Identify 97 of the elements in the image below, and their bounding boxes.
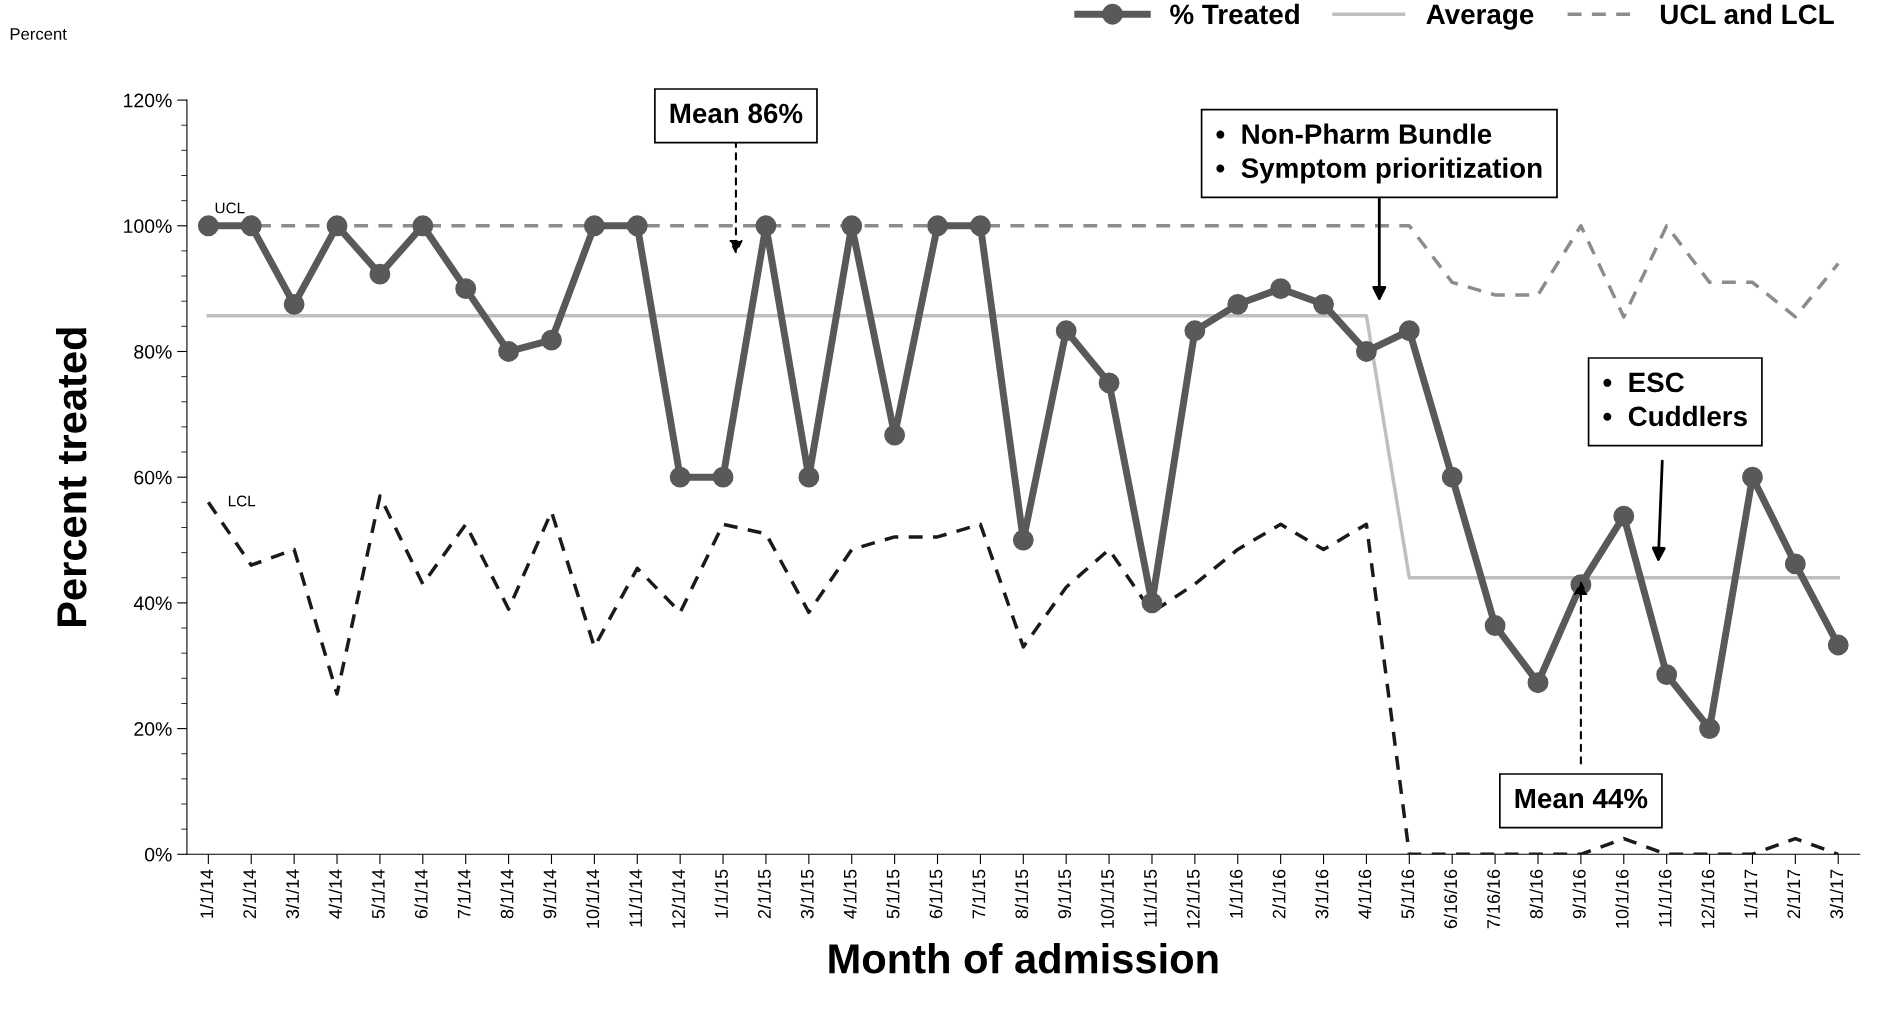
point <box>927 215 948 237</box>
x-tick-label: 9/1/14 <box>543 869 557 919</box>
point <box>1527 672 1549 694</box>
point <box>455 278 477 300</box>
legend-label: Average <box>1426 4 1534 30</box>
x-tick-label: 4/1/15 <box>843 869 857 919</box>
x-tick-label: 2/1/16 <box>1272 869 1286 919</box>
point <box>626 215 648 237</box>
point <box>1184 320 1206 342</box>
x-tick-label: 2/1/15 <box>757 869 771 919</box>
x-tick-label: 12/1/16 <box>1701 869 1715 928</box>
point <box>240 215 262 237</box>
point <box>283 293 305 315</box>
point <box>1827 634 1849 656</box>
point <box>369 263 391 285</box>
x-tick-label: 3/1/15 <box>800 869 814 919</box>
point <box>541 329 562 351</box>
point <box>1313 293 1334 315</box>
x-tick-label: 1/1/15 <box>714 869 728 918</box>
x-tick-label: 8/1/14 <box>500 869 514 919</box>
x-tick-label: 12/1/15 <box>1186 869 1200 928</box>
x-tick-label: 1/1/14 <box>199 869 214 918</box>
x-tick-label: 10/1/15 <box>1100 869 1114 928</box>
point <box>583 215 605 237</box>
point <box>1613 505 1635 527</box>
x-tick-label: 7/1/14 <box>457 869 471 919</box>
point <box>969 215 991 237</box>
x-tick-label: 5/1/15 <box>886 869 900 919</box>
point <box>1398 320 1420 342</box>
annotation: • Non-Pharm Bundle • Symptom prioritization <box>1216 123 1542 184</box>
y-tick-label: 80% <box>134 344 172 359</box>
x-tick-label: 9/1/16 <box>1572 869 1586 919</box>
legend-label: % Treated <box>1170 3 1299 25</box>
x-tick-label: 11/1/15 <box>1143 869 1157 927</box>
y-tick-label: 20% <box>134 722 172 736</box>
y-tick-label: 100% <box>124 219 172 234</box>
x-tick-label: 10/1/16 <box>1615 869 1629 928</box>
line-series <box>206 494 1840 855</box>
point <box>712 466 734 488</box>
point <box>1656 664 1678 685</box>
x-tick-label: 3/1/14 <box>285 869 299 919</box>
y-tick-label: 0% <box>144 847 172 862</box>
point <box>884 424 906 446</box>
point <box>1227 293 1249 315</box>
x-tick-label: 2/1/14 <box>242 869 257 919</box>
x-tick-label: 3/1/16 <box>1315 869 1329 919</box>
point <box>1784 553 1806 575</box>
text: Percent <box>10 28 67 40</box>
legend-label: UCL and LCL <box>1660 3 1834 25</box>
x-tick-label: 7/1/15 <box>971 869 986 919</box>
x-tick-label: 2/1/17 <box>1786 869 1801 919</box>
point <box>1012 529 1034 551</box>
x-tick-label: 11/1/14 <box>628 869 643 927</box>
x-tick-label: 1/1/16 <box>1229 869 1243 918</box>
point <box>841 215 863 237</box>
annotation: Mean 44% <box>1515 788 1648 809</box>
x-axis-title: Month of admission <box>829 943 1218 974</box>
annotation: LCL <box>228 495 256 507</box>
point <box>1356 341 1377 362</box>
x-tick-label: 3/1/17 <box>1829 869 1844 919</box>
annotation: Mean 86% <box>670 103 803 124</box>
x-tick-label: 6/1/15 <box>929 869 943 919</box>
x-tick-label: 10/1/14 <box>585 869 600 928</box>
point <box>498 341 520 362</box>
y-tick-label: 40% <box>133 596 172 611</box>
x-tick-label: 9/1/15 <box>1057 869 1072 919</box>
x-tick-label: 4/1/16 <box>1358 869 1372 919</box>
x-tick-label: 5/1/16 <box>1400 869 1415 919</box>
annotation: UCL <box>215 202 245 214</box>
point <box>326 215 348 237</box>
x-tick-label: 12/1/14 <box>671 869 686 928</box>
x-tick-label: 8/1/15 <box>1014 869 1029 919</box>
x-tick-label: 4/1/14 <box>328 869 342 919</box>
x-tick-label: 7/16/16 <box>1486 869 1500 929</box>
point <box>197 215 219 237</box>
point <box>1055 320 1077 342</box>
y-axis-title: Percent treated <box>55 328 87 627</box>
point <box>412 215 434 237</box>
point <box>1098 372 1120 394</box>
point <box>798 466 820 488</box>
point <box>1441 466 1463 488</box>
point <box>1270 278 1292 300</box>
x-tick-label: 5/1/14 <box>371 869 385 919</box>
point <box>1742 466 1763 488</box>
annotation: • ESC • Cuddlers <box>1603 372 1747 427</box>
point <box>1699 718 1720 740</box>
x-tick-label: 1/1/17 <box>1744 869 1758 918</box>
x-tick-label: 6/16/16 <box>1443 869 1458 929</box>
y-tick-label: 60% <box>134 470 172 485</box>
x-tick-label: 11/1/16 <box>1658 869 1672 927</box>
x-tick-label: 6/1/14 <box>414 869 428 919</box>
y-tick-label: 120% <box>124 93 172 108</box>
point <box>755 215 777 237</box>
x-tick-label: 8/1/16 <box>1529 869 1543 919</box>
point <box>1484 615 1506 636</box>
point <box>1141 592 1163 614</box>
point <box>669 466 691 488</box>
